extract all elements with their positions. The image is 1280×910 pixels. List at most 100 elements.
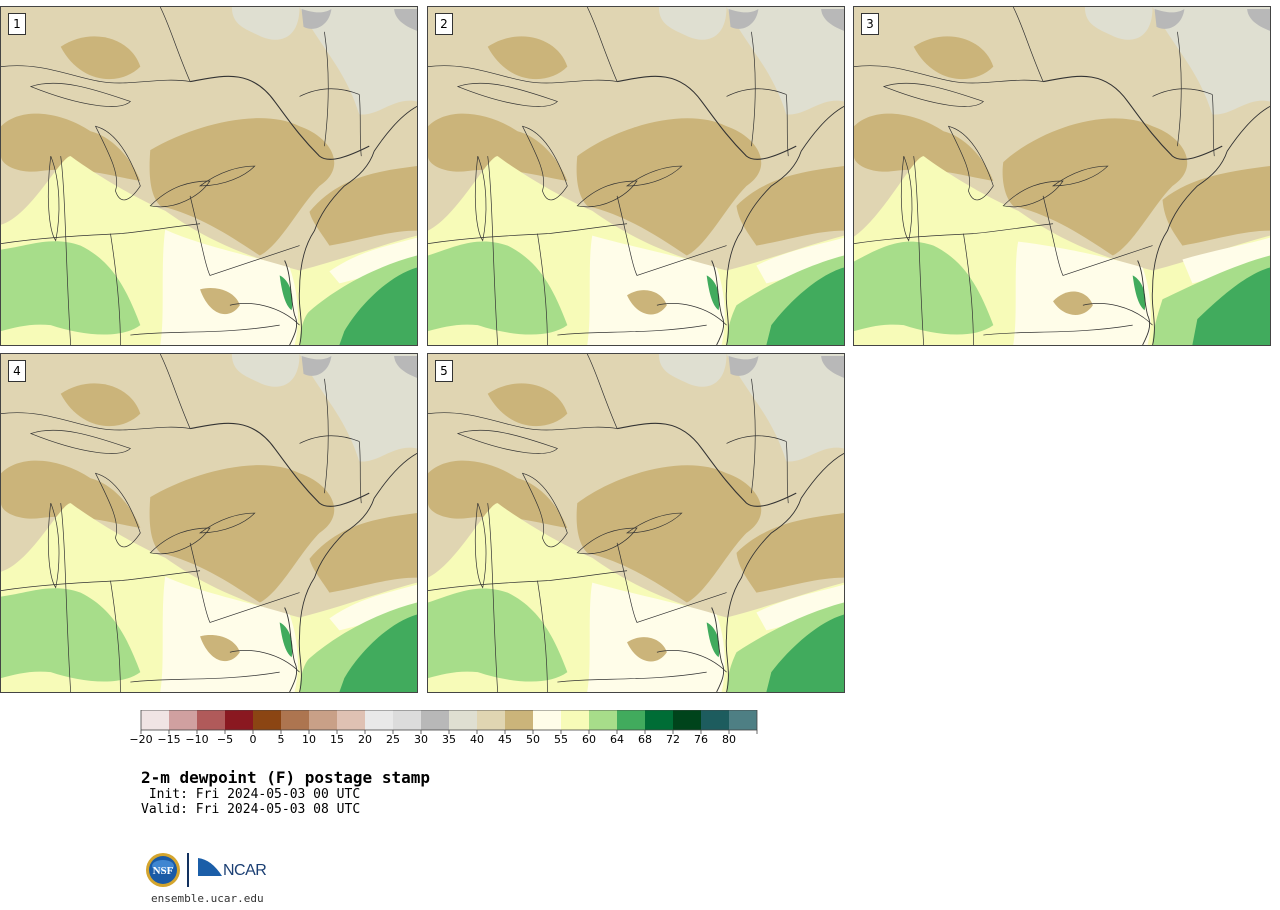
colorbar-swatch (729, 710, 757, 730)
colorbar-swatch (505, 710, 533, 730)
colorbar-swatch (673, 710, 701, 730)
field-tropical (1192, 267, 1270, 345)
field-very-dry (1154, 8, 1185, 29)
colorbar-tick-label: 68 (638, 733, 652, 746)
colorbar-tick-label: −5 (216, 733, 234, 746)
field-dry-pocket (627, 637, 667, 662)
field-moist-blob (913, 36, 994, 80)
panel-number: 4 (8, 360, 26, 382)
field-dry-northeast (299, 354, 417, 462)
colorbar-swatch (533, 710, 561, 730)
dewpoint-map (428, 7, 844, 345)
field-moist-offshore (736, 513, 844, 593)
field-dry-pocket (200, 635, 240, 662)
colorbar-tick-label: 35 (442, 733, 456, 746)
colorbar-swatch (701, 710, 729, 730)
nsf-logo-text: NSF (153, 865, 174, 877)
field-moist-blob (854, 113, 994, 181)
colorbar-tick-label: 30 (414, 733, 428, 746)
field-very-dry (394, 355, 417, 378)
dewpoint-map (428, 354, 844, 692)
panel-number: 1 (8, 13, 26, 35)
dewpoint-map (854, 7, 1270, 345)
field-very-dry (821, 8, 844, 31)
field-very-dry (1247, 8, 1270, 31)
dewpoint-map (1, 7, 417, 345)
field-dry-northeast (726, 7, 844, 115)
field-moderate (329, 584, 417, 631)
field-tropical (339, 267, 417, 345)
field-tropical (706, 622, 720, 658)
field-dry-northeast (726, 354, 844, 462)
colorbar-swatch (253, 710, 281, 730)
field-moist-blob (428, 113, 568, 181)
colorbar-swatch (225, 710, 253, 730)
panel-number: 5 (435, 360, 453, 382)
field-very-dry (301, 8, 332, 29)
field-moist-blob (1, 113, 141, 181)
colorbar-tick-label: 64 (610, 733, 624, 746)
valid-time: Valid: Fri 2024-05-03 08 UTC (141, 802, 361, 817)
field-very-humid (428, 588, 568, 682)
panel-number: 2 (435, 13, 453, 35)
colorbar-tick-label: −15 (157, 733, 181, 746)
colorbar-tick-label: −10 (185, 733, 209, 746)
field-moist-blob (487, 383, 568, 427)
field-dry-north (231, 354, 300, 387)
colorbar-tick-label: 55 (554, 733, 568, 746)
field-dry-north (658, 354, 727, 387)
init-time: Init: Fri 2024-05-03 00 UTC (141, 787, 361, 802)
colorbar-tick-label: 5 (277, 733, 285, 746)
plot-title: 2-m dewpoint (F) postage stamp (141, 768, 430, 787)
boundaries (854, 7, 1270, 345)
field-moderate (160, 576, 298, 692)
colorbar-tick-label: 72 (666, 733, 680, 746)
colorbar-swatch (337, 710, 365, 730)
field-moist-band (149, 465, 335, 603)
colorbar-swatch (141, 710, 169, 730)
field-dry-northeast (1152, 7, 1270, 115)
boundaries (1, 7, 417, 345)
field-dry-north (231, 7, 300, 40)
colorbar-swatch (169, 710, 197, 730)
field-moist-offshore (309, 513, 417, 593)
field-very-humid (854, 241, 994, 335)
field-tropical (279, 275, 293, 311)
field-dry-northeast (299, 7, 417, 115)
colorbar-tick-label: 0 (249, 733, 257, 746)
field-tropical (279, 622, 293, 658)
colorbar-swatch (421, 710, 449, 730)
dewpoint-map (1, 354, 417, 692)
colorbar-swatch (197, 710, 225, 730)
colorbar-swatch (589, 710, 617, 730)
nsf-logo-icon: NSF (146, 853, 180, 887)
colorbar-swatch (645, 710, 673, 730)
colorbar-tick-label: 80 (722, 733, 736, 746)
field-dry-north (1084, 7, 1153, 40)
colorbar-tick-label: 50 (526, 733, 540, 746)
field-dry-pocket (200, 288, 240, 315)
field-tropical (339, 614, 417, 692)
boundaries (428, 7, 844, 345)
colorbar-swatch (477, 710, 505, 730)
field-moderate (587, 235, 725, 345)
boundaries (428, 354, 844, 692)
field-moist-blob (487, 36, 568, 80)
field-moist-blob (60, 36, 141, 80)
colorbar-tick-label: −20 (129, 733, 153, 746)
colorbar-swatch (561, 710, 589, 730)
field-moist-band (576, 465, 762, 603)
field-tropical (1132, 275, 1146, 311)
field-moderate (160, 229, 298, 345)
field-dry-pocket (1053, 291, 1093, 315)
field-moist-blob (60, 383, 141, 427)
map-panel-3: 3 (853, 6, 1271, 346)
field-moist-blob (1, 460, 141, 528)
field-very-dry (821, 355, 844, 378)
field-tropical (766, 267, 844, 345)
field-very-dry (394, 8, 417, 31)
field-very-dry (301, 355, 332, 376)
field-moderate (756, 237, 844, 284)
logo-separator (187, 853, 189, 887)
field-moist-band (149, 118, 335, 256)
